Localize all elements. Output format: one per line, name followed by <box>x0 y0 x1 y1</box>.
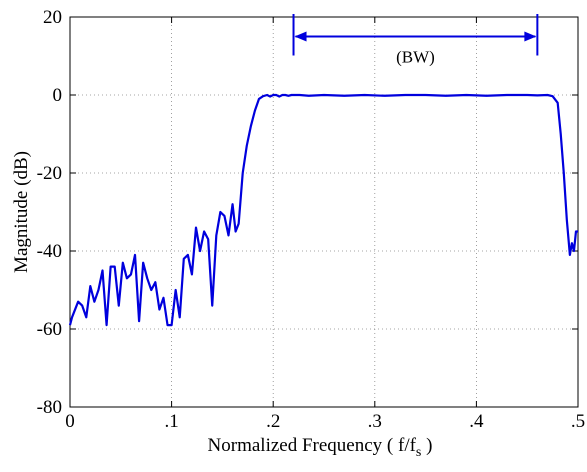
y-tick-label: -40 <box>37 241 62 262</box>
x-axis-title-subscript: s <box>416 445 421 460</box>
y-tick-label: 20 <box>43 7 62 28</box>
magnitude-series-line <box>68 93 578 327</box>
x-axis-title: Normalized Frequency ( f/fs ) <box>208 435 433 460</box>
y-tick-label: -60 <box>37 319 62 340</box>
y-axis-title: Magnitude (dB) <box>11 151 32 273</box>
bandwidth-arrowhead-left <box>294 31 307 42</box>
bandwidth-label: (BW) <box>396 48 435 67</box>
x-tick-label: .2 <box>266 411 280 432</box>
x-axis-tick-labels: 0 .1 .2 .3 .4 .5 <box>65 411 585 432</box>
y-tick-label: -20 <box>37 163 62 184</box>
grid <box>70 17 578 407</box>
x-tick-label: 0 <box>65 411 75 432</box>
x-tick-label: .3 <box>368 411 382 432</box>
x-tick-label: .4 <box>469 411 484 432</box>
bandwidth-arrowhead-right <box>524 31 537 42</box>
x-axis-title-main: Normalized Frequency ( f/f <box>208 435 417 456</box>
y-axis-tick-labels: -80 -60 -40 -20 0 20 <box>37 7 62 418</box>
y-tick-label: -80 <box>37 397 62 418</box>
axis-ticks <box>69 16 579 408</box>
y-tick-label: 0 <box>53 85 63 106</box>
x-tick-label: .5 <box>571 411 585 432</box>
x-axis-title-close: ) <box>421 435 432 456</box>
x-tick-label: .1 <box>164 411 178 432</box>
plot-area-frame <box>69 16 579 408</box>
bandwidth-annotation: (BW) <box>292 14 539 67</box>
